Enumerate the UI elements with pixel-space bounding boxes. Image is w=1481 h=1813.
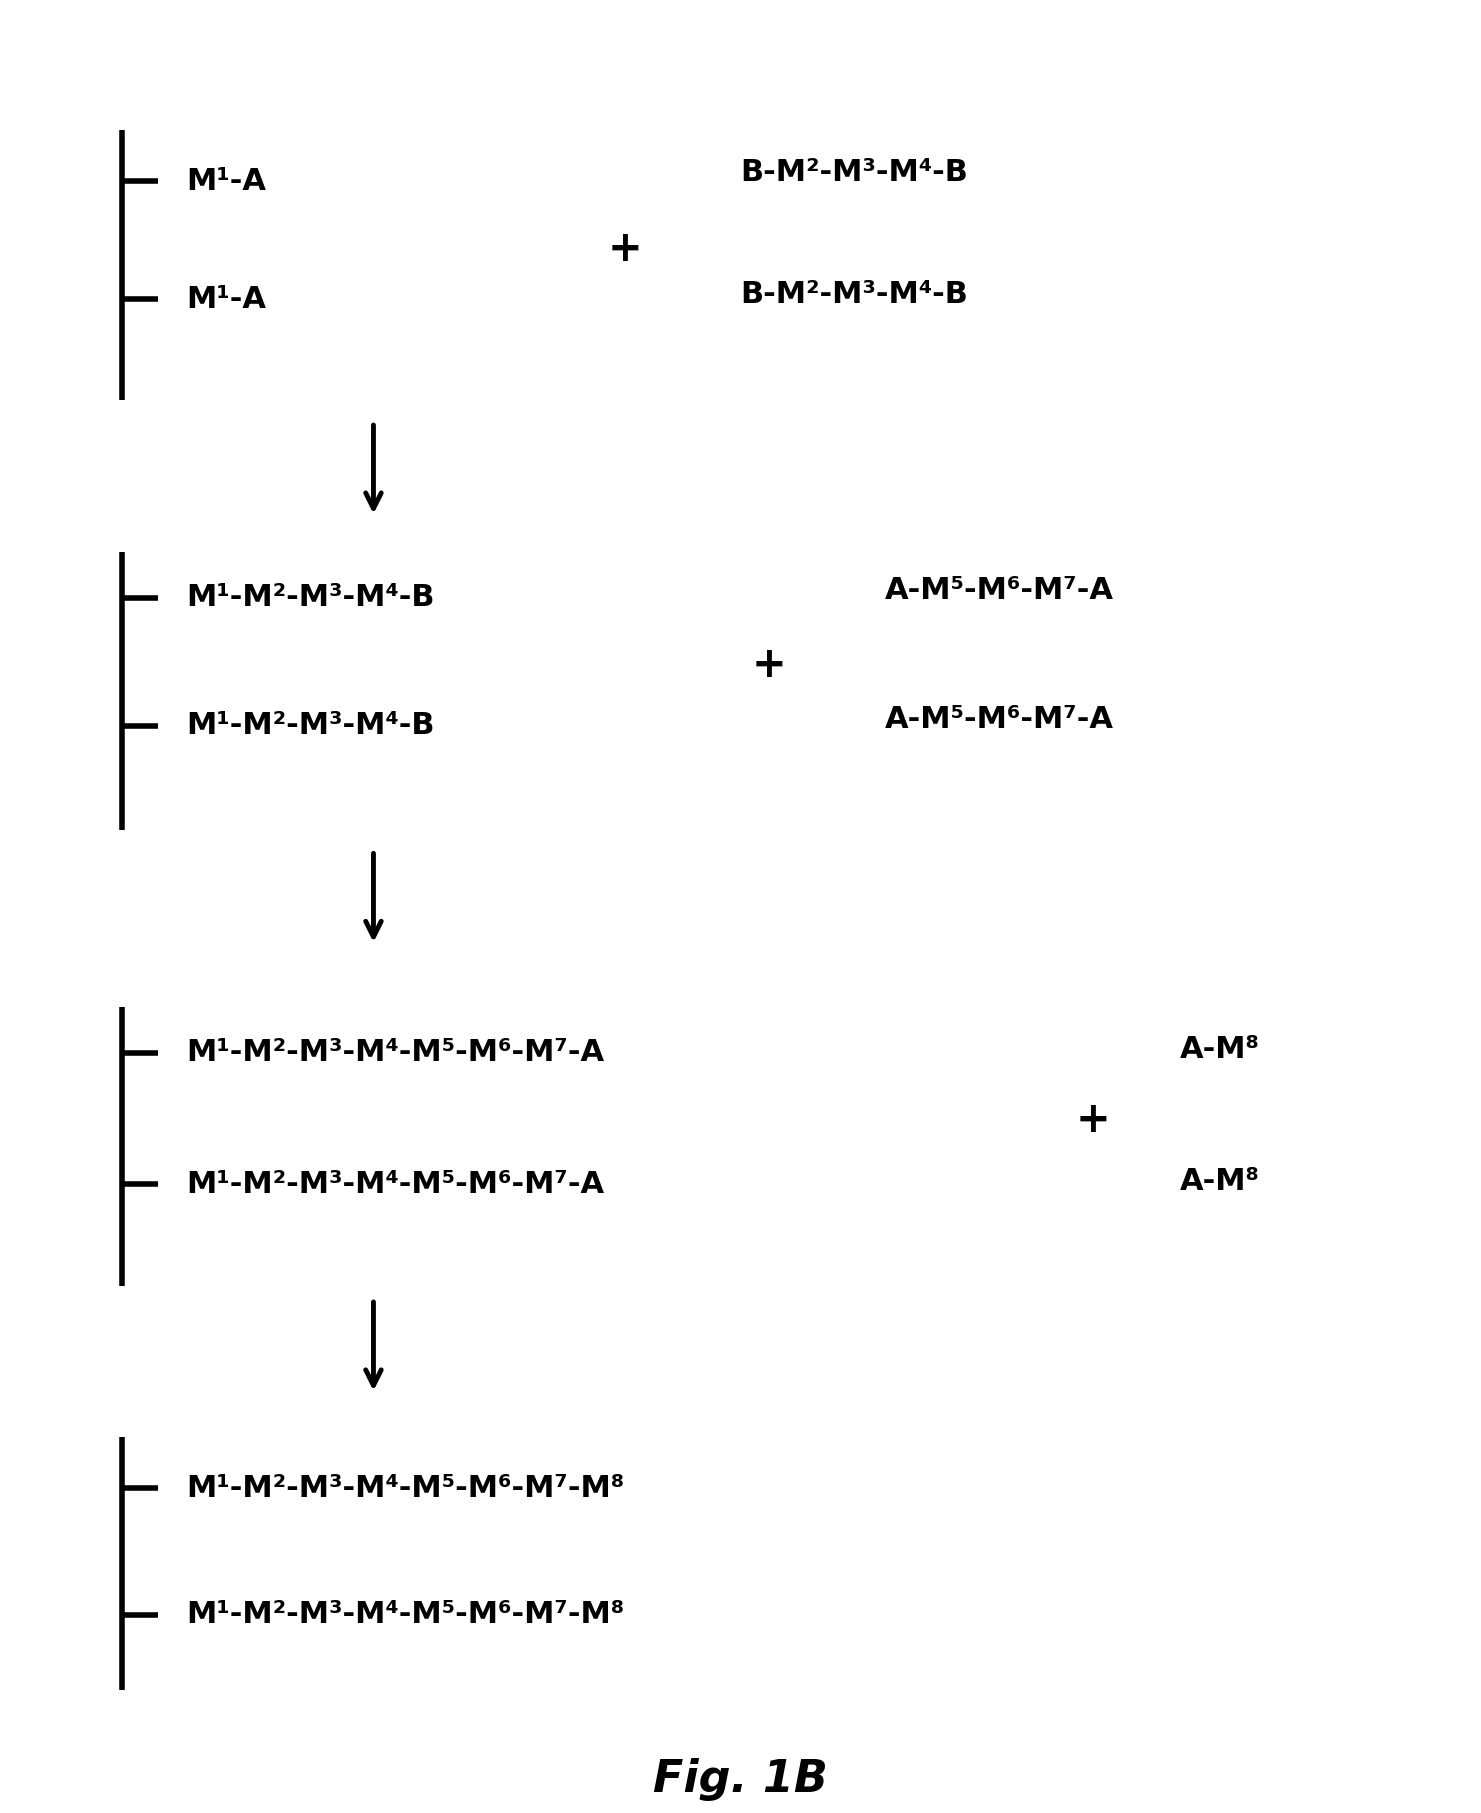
Text: M¹-M²-M³-M⁴-B: M¹-M²-M³-M⁴-B [187,584,435,613]
Text: B-M²-M³-M⁴-B: B-M²-M³-M⁴-B [740,279,969,308]
Text: +: + [1075,1099,1111,1142]
Text: Fig. 1B: Fig. 1B [653,1759,828,1800]
Text: M¹-M²-M³-M⁴-B: M¹-M²-M³-M⁴-B [187,711,435,740]
Text: +: + [752,644,786,685]
Text: M¹-M²-M³-M⁴-M⁵-M⁶-M⁷-A: M¹-M²-M³-M⁴-M⁵-M⁶-M⁷-A [187,1039,604,1068]
Text: M¹-A: M¹-A [187,285,267,314]
Text: A-M⁵-M⁶-M⁷-A: A-M⁵-M⁶-M⁷-A [884,577,1114,606]
Text: B-M²-M³-M⁴-B: B-M²-M³-M⁴-B [740,158,969,187]
Text: A-M⁵-M⁶-M⁷-A: A-M⁵-M⁶-M⁷-A [884,705,1114,734]
Text: M¹-M²-M³-M⁴-M⁵-M⁶-M⁷-A: M¹-M²-M³-M⁴-M⁵-M⁶-M⁷-A [187,1169,604,1198]
Text: +: + [609,227,643,270]
Text: A-M⁸: A-M⁸ [1179,1166,1259,1195]
Text: M¹-M²-M³-M⁴-M⁵-M⁶-M⁷-M⁸: M¹-M²-M³-M⁴-M⁵-M⁶-M⁷-M⁸ [187,1474,625,1503]
Text: M¹-M²-M³-M⁴-M⁵-M⁶-M⁷-M⁸: M¹-M²-M³-M⁴-M⁵-M⁶-M⁷-M⁸ [187,1601,625,1630]
Text: A-M⁸: A-M⁸ [1179,1035,1259,1064]
Text: M¹-A: M¹-A [187,167,267,196]
